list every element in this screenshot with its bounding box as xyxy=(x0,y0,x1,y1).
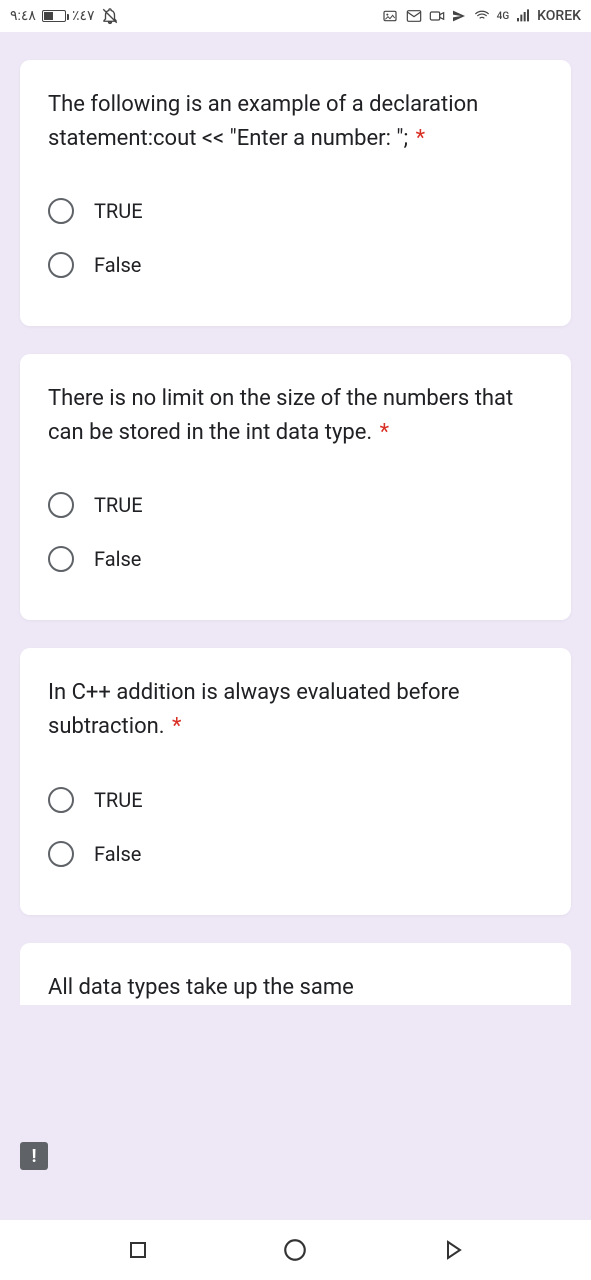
back-icon[interactable] xyxy=(441,1238,465,1262)
recent-apps-icon[interactable] xyxy=(126,1238,150,1262)
screenshot-icon xyxy=(381,8,399,24)
radio-circle-icon[interactable] xyxy=(48,198,74,224)
radio-circle-icon[interactable] xyxy=(48,787,74,813)
required-asterisk: * xyxy=(410,126,425,151)
option-label: TRUE xyxy=(94,199,143,223)
mail-icon xyxy=(405,8,423,24)
radio-circle-icon[interactable] xyxy=(48,252,74,278)
required-asterisk: * xyxy=(167,714,182,739)
send-icon xyxy=(451,8,467,24)
carrier-label: KOREK xyxy=(537,8,581,24)
notifications-off-icon xyxy=(101,7,119,25)
radio-option[interactable]: False xyxy=(48,827,543,881)
video-icon xyxy=(429,8,445,24)
radio-circle-icon[interactable] xyxy=(48,841,74,867)
status-left: ٩:٤٨ ٪٤٧ xyxy=(10,7,119,25)
battery-icon xyxy=(42,10,66,22)
signal-4g-label: 4G xyxy=(497,11,510,22)
option-label: False xyxy=(94,547,141,571)
report-problem-button[interactable]: ! xyxy=(20,1142,48,1170)
question-card-partial: All data types take up the same xyxy=(20,943,571,1005)
radio-option[interactable]: False xyxy=(48,532,543,586)
form-content[interactable]: The following is an example of a declara… xyxy=(0,32,591,1220)
radio-option[interactable]: TRUE xyxy=(48,773,543,827)
radio-option[interactable]: TRUE xyxy=(48,478,543,532)
option-label: TRUE xyxy=(94,493,143,517)
wifi-icon xyxy=(473,8,491,24)
signal-icon xyxy=(515,8,531,24)
radio-option[interactable]: False xyxy=(48,238,543,292)
question-card: In C++ addition is always evaluated befo… xyxy=(20,648,571,914)
question-text: There is no limit on the size of the num… xyxy=(48,382,543,450)
question-text: All data types take up the same xyxy=(48,971,543,1005)
option-label: TRUE xyxy=(94,788,143,812)
status-right: 4G KOREK xyxy=(381,8,581,24)
radio-circle-icon[interactable] xyxy=(48,546,74,572)
radio-circle-icon[interactable] xyxy=(48,492,74,518)
android-nav-bar xyxy=(0,1220,591,1280)
status-batt-pct: ٪٤٧ xyxy=(72,8,95,24)
required-asterisk: * xyxy=(374,420,389,445)
question-card: The following is an example of a declara… xyxy=(20,60,571,326)
exclamation-icon: ! xyxy=(32,1146,37,1167)
home-icon[interactable] xyxy=(282,1237,308,1263)
question-text: The following is an example of a declara… xyxy=(48,88,543,156)
question-card: There is no limit on the size of the num… xyxy=(20,354,571,620)
radio-option[interactable]: TRUE xyxy=(48,184,543,238)
status-bar: ٩:٤٨ ٪٤٧ 4G KOREK xyxy=(0,0,591,32)
status-time: ٩:٤٨ xyxy=(10,8,36,24)
option-label: False xyxy=(94,253,141,277)
option-label: False xyxy=(94,842,141,866)
question-text: In C++ addition is always evaluated befo… xyxy=(48,676,543,744)
